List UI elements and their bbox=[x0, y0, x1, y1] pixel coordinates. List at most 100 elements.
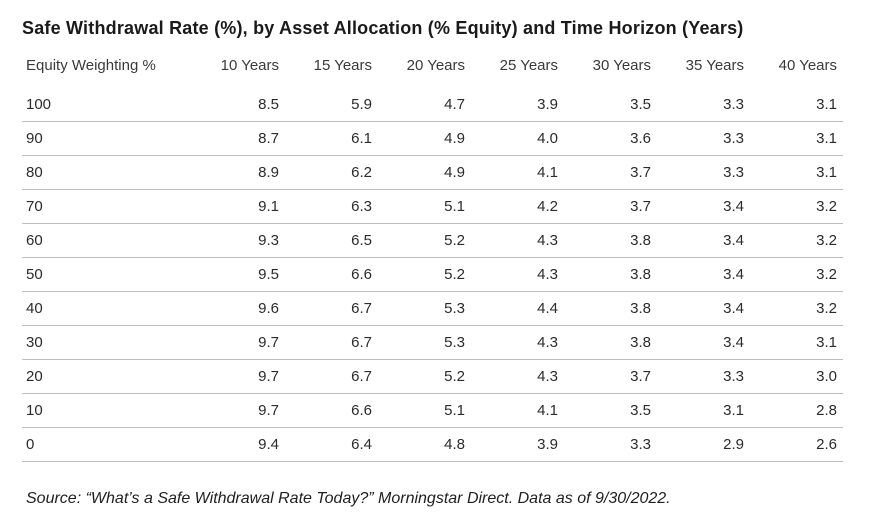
table-row: 409.66.75.34.43.83.43.2 bbox=[22, 292, 843, 326]
row-label: 90 bbox=[22, 122, 192, 156]
table-cell: 6.6 bbox=[285, 394, 378, 428]
table-cell: 4.9 bbox=[378, 122, 471, 156]
table-row: 309.76.75.34.33.83.43.1 bbox=[22, 326, 843, 360]
col-header: 20 Years bbox=[378, 49, 471, 88]
table-cell: 4.0 bbox=[471, 122, 564, 156]
table-cell: 3.8 bbox=[564, 326, 657, 360]
table-row: 609.36.55.24.33.83.43.2 bbox=[22, 224, 843, 258]
table-row: 808.96.24.94.13.73.33.1 bbox=[22, 156, 843, 190]
col-header: 40 Years bbox=[750, 49, 843, 88]
source-note: Source: “What’s a Safe Withdrawal Rate T… bbox=[22, 490, 843, 508]
table-cell: 4.3 bbox=[471, 224, 564, 258]
table-cell: 3.3 bbox=[657, 88, 750, 122]
table-cell: 4.9 bbox=[378, 156, 471, 190]
table-cell: 6.3 bbox=[285, 190, 378, 224]
table-cell: 3.2 bbox=[750, 292, 843, 326]
table-cell: 3.9 bbox=[471, 428, 564, 462]
table-cell: 5.3 bbox=[378, 292, 471, 326]
withdrawal-rate-table: Equity Weighting % 10 Years 15 Years 20 … bbox=[22, 49, 843, 462]
page-container: Safe Withdrawal Rate (%), by Asset Alloc… bbox=[0, 0, 871, 522]
table-row: 1008.55.94.73.93.53.33.1 bbox=[22, 88, 843, 122]
table-cell: 2.6 bbox=[750, 428, 843, 462]
table-cell: 3.8 bbox=[564, 258, 657, 292]
table-cell: 3.7 bbox=[564, 360, 657, 394]
table-cell: 3.6 bbox=[564, 122, 657, 156]
table-body: 1008.55.94.73.93.53.33.1908.76.14.94.03.… bbox=[22, 88, 843, 462]
table-cell: 3.5 bbox=[564, 88, 657, 122]
table-cell: 3.3 bbox=[564, 428, 657, 462]
table-cell: 3.8 bbox=[564, 292, 657, 326]
col-header: 25 Years bbox=[471, 49, 564, 88]
row-label: 40 bbox=[22, 292, 192, 326]
table-row: 109.76.65.14.13.53.12.8 bbox=[22, 394, 843, 428]
table-cell: 6.7 bbox=[285, 292, 378, 326]
table-cell: 5.1 bbox=[378, 190, 471, 224]
table-cell: 6.7 bbox=[285, 360, 378, 394]
table-cell: 5.2 bbox=[378, 258, 471, 292]
table-cell: 3.5 bbox=[564, 394, 657, 428]
row-label: 0 bbox=[22, 428, 192, 462]
table-cell: 9.1 bbox=[192, 190, 285, 224]
table-cell: 4.4 bbox=[471, 292, 564, 326]
table-cell: 3.4 bbox=[657, 292, 750, 326]
table-cell: 3.4 bbox=[657, 224, 750, 258]
table-cell: 3.3 bbox=[657, 156, 750, 190]
table-cell: 9.7 bbox=[192, 360, 285, 394]
col-header: 15 Years bbox=[285, 49, 378, 88]
table-cell: 4.1 bbox=[471, 156, 564, 190]
table-cell: 5.9 bbox=[285, 88, 378, 122]
table-cell: 2.8 bbox=[750, 394, 843, 428]
row-label: 80 bbox=[22, 156, 192, 190]
table-cell: 4.3 bbox=[471, 360, 564, 394]
table-cell: 3.0 bbox=[750, 360, 843, 394]
table-cell: 5.3 bbox=[378, 326, 471, 360]
row-label: 50 bbox=[22, 258, 192, 292]
table-cell: 9.4 bbox=[192, 428, 285, 462]
table-cell: 8.7 bbox=[192, 122, 285, 156]
table-cell: 3.2 bbox=[750, 190, 843, 224]
table-row: 709.16.35.14.23.73.43.2 bbox=[22, 190, 843, 224]
table-cell: 4.1 bbox=[471, 394, 564, 428]
table-cell: 9.6 bbox=[192, 292, 285, 326]
table-header-row: Equity Weighting % 10 Years 15 Years 20 … bbox=[22, 49, 843, 88]
table-cell: 3.4 bbox=[657, 258, 750, 292]
table-cell: 3.1 bbox=[750, 156, 843, 190]
table-cell: 5.2 bbox=[378, 360, 471, 394]
table-cell: 9.7 bbox=[192, 394, 285, 428]
table-cell: 3.4 bbox=[657, 326, 750, 360]
table-cell: 8.9 bbox=[192, 156, 285, 190]
row-label: 10 bbox=[22, 394, 192, 428]
table-cell: 6.1 bbox=[285, 122, 378, 156]
row-label: 100 bbox=[22, 88, 192, 122]
table-cell: 3.1 bbox=[750, 326, 843, 360]
table-cell: 6.4 bbox=[285, 428, 378, 462]
table-cell: 8.5 bbox=[192, 88, 285, 122]
table-cell: 3.1 bbox=[657, 394, 750, 428]
row-header-label: Equity Weighting % bbox=[22, 49, 192, 88]
table-cell: 9.5 bbox=[192, 258, 285, 292]
table-cell: 3.4 bbox=[657, 190, 750, 224]
table-cell: 3.9 bbox=[471, 88, 564, 122]
table-cell: 9.7 bbox=[192, 326, 285, 360]
table-cell: 6.7 bbox=[285, 326, 378, 360]
col-header: 30 Years bbox=[564, 49, 657, 88]
row-label: 20 bbox=[22, 360, 192, 394]
table-cell: 3.7 bbox=[564, 190, 657, 224]
table-cell: 2.9 bbox=[657, 428, 750, 462]
table-cell: 4.3 bbox=[471, 258, 564, 292]
table-cell: 6.2 bbox=[285, 156, 378, 190]
row-label: 60 bbox=[22, 224, 192, 258]
table-cell: 4.3 bbox=[471, 326, 564, 360]
table-cell: 3.3 bbox=[657, 122, 750, 156]
col-header: 10 Years bbox=[192, 49, 285, 88]
table-cell: 6.5 bbox=[285, 224, 378, 258]
col-header: 35 Years bbox=[657, 49, 750, 88]
table-cell: 9.3 bbox=[192, 224, 285, 258]
table-cell: 3.1 bbox=[750, 122, 843, 156]
table-row: 509.56.65.24.33.83.43.2 bbox=[22, 258, 843, 292]
page-title: Safe Withdrawal Rate (%), by Asset Alloc… bbox=[22, 18, 843, 39]
table-cell: 5.1 bbox=[378, 394, 471, 428]
table-cell: 3.1 bbox=[750, 88, 843, 122]
table-cell: 5.2 bbox=[378, 224, 471, 258]
table-cell: 4.7 bbox=[378, 88, 471, 122]
